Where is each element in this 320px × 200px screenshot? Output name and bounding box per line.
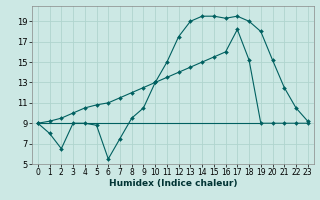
X-axis label: Humidex (Indice chaleur): Humidex (Indice chaleur) [108, 179, 237, 188]
